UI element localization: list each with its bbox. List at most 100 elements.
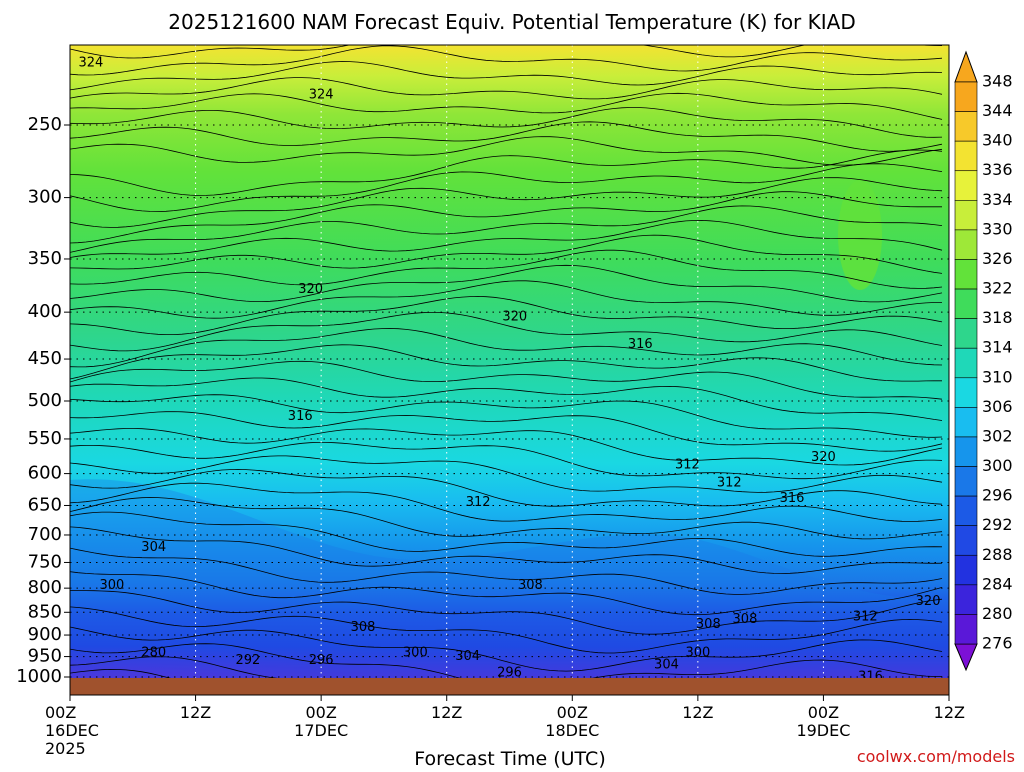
colorbar-swatch	[954, 525, 978, 556]
colorbar-label: 348	[982, 72, 1013, 91]
contour-line	[70, 482, 943, 522]
contour-line	[70, 107, 943, 138]
contour-line	[70, 264, 943, 303]
cold-pool	[70, 620, 510, 678]
y-tick-label: 450	[28, 348, 62, 369]
y-tick-label: 250	[28, 114, 62, 135]
contour-label: 320	[502, 310, 527, 325]
grid-lines	[70, 45, 949, 678]
contour-line	[70, 606, 943, 654]
contour-line	[70, 328, 943, 368]
plot-frame	[69, 44, 950, 696]
contour-line	[70, 377, 943, 421]
colorbar-swatch	[954, 407, 978, 438]
colorbar-swatch	[954, 229, 978, 260]
colorbar-swatch	[954, 81, 978, 112]
contour-label: 324	[79, 56, 104, 71]
contour-line	[70, 121, 943, 152]
contour-label: 300	[99, 578, 124, 593]
contour-line	[70, 497, 943, 540]
contour-label: 308	[518, 578, 543, 593]
colorbar-swatch	[954, 584, 978, 615]
contour-line	[70, 45, 943, 59]
contour-label: 328	[832, 33, 857, 48]
contour-line	[70, 455, 943, 493]
contour-line	[70, 442, 943, 480]
y-tick-label: 300	[28, 187, 62, 208]
colorbar-label: 276	[982, 634, 1013, 653]
x-tick-label: 00Z	[557, 703, 588, 722]
colorbar-label: 314	[982, 338, 1013, 357]
y-tick-label: 750	[28, 551, 62, 572]
contour-label: 332	[816, 0, 841, 4]
colorbar-swatch	[954, 318, 978, 349]
contour-line	[70, 511, 943, 557]
credit-label: coolwx.com/models	[857, 747, 1015, 766]
contour-label: 312	[675, 457, 700, 472]
colorbar-swatch	[954, 140, 978, 172]
colorbar-label: 322	[982, 279, 1013, 298]
x-tick-label: 00Z	[808, 703, 839, 722]
y-tick-label: 350	[28, 248, 62, 269]
x-tick-label: 17DEC	[294, 721, 348, 740]
contour-line	[70, 428, 943, 466]
colorbar-swatch	[954, 466, 978, 497]
contour-label: 316	[858, 670, 883, 685]
y-tick-label: 650	[28, 494, 62, 515]
contour-line	[70, 280, 942, 319]
contour-label: 308	[351, 620, 376, 635]
contour-line	[70, 312, 943, 352]
colorbar: 348 344 340 336 334 330 326 322 318 314 310 306 302 3…	[954, 50, 1013, 672]
contour-label: 308	[733, 612, 758, 627]
contour-label: 292	[487, 696, 512, 711]
colorbar-label: 302	[982, 426, 1013, 445]
contour-label: 316	[780, 491, 805, 506]
contour-line	[70, 411, 943, 452]
contour-line	[70, 45, 943, 76]
colorbar-swatch	[954, 200, 978, 231]
colorbar-swatch	[954, 111, 978, 142]
contour-lines	[70, 45, 943, 678]
x-axis-label: Forecast Time (UTC)	[414, 748, 605, 768]
contour-label: 316	[288, 409, 313, 424]
contour-line	[70, 468, 943, 507]
contour-label: 320	[811, 450, 836, 465]
contour-line	[70, 626, 943, 672]
colorbar-label: 300	[982, 456, 1013, 475]
colorbar-label: 318	[982, 308, 1013, 327]
y-axis: 2503003504004505005506006507007508008509…	[16, 114, 70, 687]
colorbar-swatch	[954, 554, 978, 586]
contour-line	[70, 177, 943, 228]
x-tick-label: 12Z	[682, 703, 713, 722]
contour-line	[70, 136, 943, 166]
colorbar-label: 340	[982, 131, 1013, 150]
contour-label: 304	[141, 540, 166, 555]
colorbar-top-arrow	[954, 50, 978, 83]
contour-labels: 3403323363283323283283243243243203203163…	[79, 0, 941, 711]
contour-line	[70, 547, 943, 595]
contour-label: 320	[298, 282, 323, 297]
colorbar-swatch	[954, 259, 978, 290]
y-tick-label: 900	[28, 624, 62, 645]
contour-label: 312	[717, 475, 742, 490]
contour-label: 316	[628, 337, 653, 352]
colorbar-label: 280	[982, 604, 1013, 623]
colorbar-swatch	[954, 170, 978, 201]
contour-line	[70, 656, 279, 678]
contour-label: 324	[581, 33, 606, 48]
contour-line	[70, 149, 943, 196]
contour-line	[70, 643, 942, 678]
contour-line	[70, 526, 943, 574]
contour-line	[70, 77, 943, 100]
contour-line	[70, 249, 943, 289]
y-tick-label: 800	[28, 577, 62, 598]
colorbar-swatch	[954, 495, 978, 526]
y-tick-label: 400	[28, 301, 62, 322]
y-tick-label: 700	[28, 524, 62, 545]
contour-label: 292	[235, 653, 260, 668]
plot-area: 3403323363283323283283243243243203203163…	[70, 0, 949, 711]
contour-line	[70, 360, 943, 400]
colorbar-label: 310	[982, 367, 1013, 386]
